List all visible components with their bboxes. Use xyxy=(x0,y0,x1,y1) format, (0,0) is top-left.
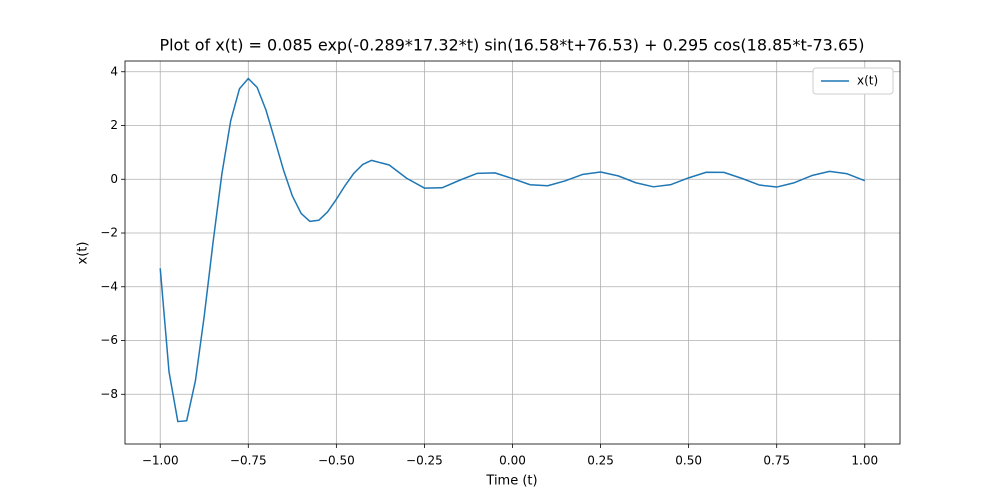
y-tick-label: −6 xyxy=(100,333,118,347)
plot-frame xyxy=(124,60,901,445)
x-tick-label: 0.75 xyxy=(763,454,790,468)
y-tick-label: −8 xyxy=(100,387,118,401)
x-tick-label: 0.50 xyxy=(675,454,702,468)
y-tick-label: −2 xyxy=(100,226,118,240)
y-tick-label: 4 xyxy=(110,64,118,78)
legend-label: x(t) xyxy=(857,74,878,88)
legend-box xyxy=(812,67,894,95)
x-tick-label: 0.25 xyxy=(587,454,614,468)
x-tick-label: −0.75 xyxy=(230,454,267,468)
y-axis-label: x(t) xyxy=(76,242,91,265)
x-tick-label: −0.50 xyxy=(318,454,355,468)
data-line xyxy=(159,77,866,423)
x-tick-label: 1.00 xyxy=(851,454,878,468)
y-tick-label: 2 xyxy=(110,118,118,132)
y-tick-label: 0 xyxy=(110,172,118,186)
x-tick-label: 0.00 xyxy=(499,454,526,468)
y-tick-label: −4 xyxy=(100,279,118,293)
legend: x(t) xyxy=(812,67,894,95)
x-tick-label: −1.00 xyxy=(142,454,179,468)
x-tick-label: −0.25 xyxy=(406,454,443,468)
x-axis-label: Time (t) xyxy=(485,474,537,489)
chart-title: Plot of x(t) = 0.085 exp(-0.289*17.32*t)… xyxy=(159,36,864,55)
